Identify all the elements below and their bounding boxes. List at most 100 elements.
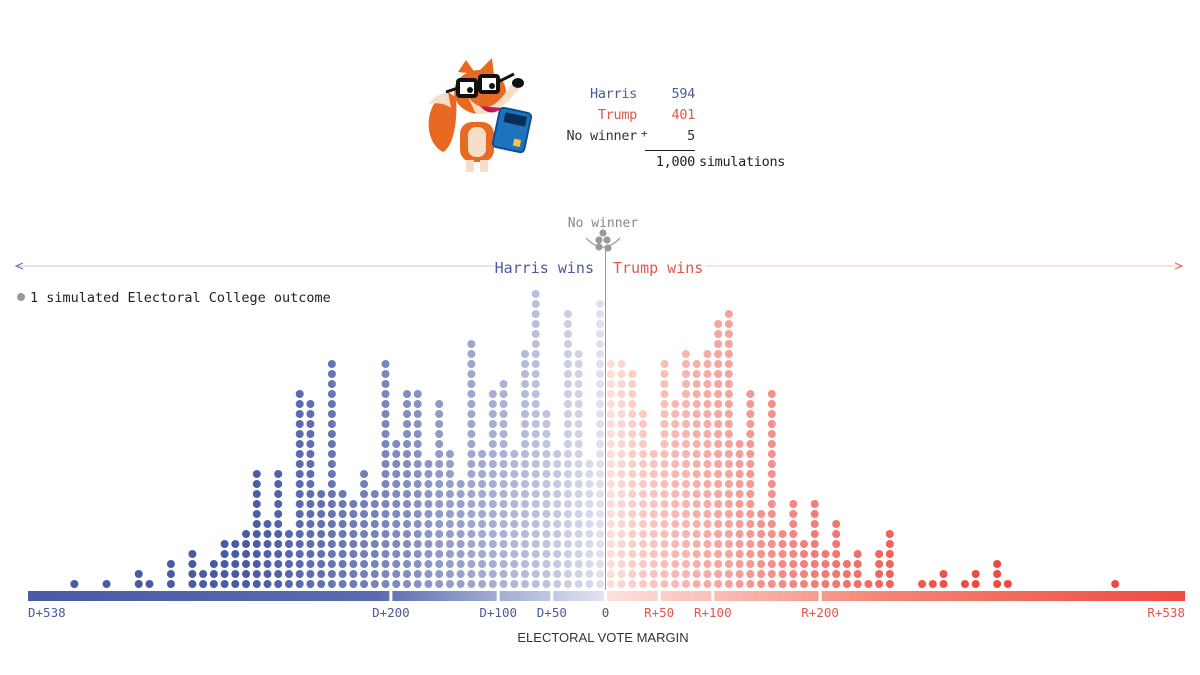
outcome-dot	[317, 530, 326, 538]
outcome-dot	[671, 460, 680, 468]
outcome-dot	[574, 440, 583, 448]
outcome-dot	[596, 510, 605, 518]
outcome-dot	[306, 560, 315, 568]
outcome-dot	[660, 430, 669, 438]
outcome-dot	[488, 570, 497, 578]
outcome-dot	[488, 470, 497, 478]
outcome-dot	[188, 550, 197, 558]
outcome-dot	[574, 570, 583, 578]
outcome-dot	[714, 340, 723, 348]
outcome-dot	[542, 410, 551, 418]
outcome-dot	[617, 410, 626, 418]
outcome-dot	[263, 520, 272, 528]
outcome-dot	[606, 490, 615, 498]
outcome-dot	[521, 450, 530, 458]
outcome-dot	[542, 570, 551, 578]
outcome-dot	[317, 550, 326, 558]
outcome-dot	[735, 520, 744, 528]
outcome-dot	[360, 520, 369, 528]
outcome-dot	[381, 520, 390, 528]
outcome-dot	[660, 560, 669, 568]
outcome-dot	[392, 560, 401, 568]
outcome-dot	[681, 540, 690, 548]
outcome-dot	[435, 560, 444, 568]
outcome-dot	[488, 540, 497, 548]
outcome-dot	[531, 330, 540, 338]
outcome-dot	[606, 360, 615, 368]
outcome-dot	[681, 570, 690, 578]
outcome-dot	[681, 440, 690, 448]
outcome-dot	[692, 470, 701, 478]
outcome-dot	[842, 580, 851, 588]
outcome-dot	[606, 410, 615, 418]
outcome-dot	[681, 400, 690, 408]
outcome-dot	[338, 540, 347, 548]
outcome-dot	[435, 460, 444, 468]
outcome-dot	[767, 530, 776, 538]
outcome-dot	[692, 390, 701, 398]
outcome-dot	[510, 480, 519, 488]
outcome-dot	[349, 500, 358, 508]
outcome-dot	[306, 570, 315, 578]
outcome-dot	[542, 530, 551, 538]
outcome-dot	[402, 550, 411, 558]
outcome-dot	[424, 460, 433, 468]
outcome-dot	[563, 570, 572, 578]
outcome-dot	[499, 450, 508, 458]
outcome-dot	[531, 490, 540, 498]
outcome-dot	[381, 360, 390, 368]
outcome-dot	[499, 410, 508, 418]
outcome-dot	[681, 510, 690, 518]
outcome-dot	[295, 550, 304, 558]
outcome-dot	[724, 430, 733, 438]
outcome-dot	[617, 370, 626, 378]
outcome-dot	[660, 380, 669, 388]
outcome-dot	[585, 550, 594, 558]
outcome-dot	[531, 460, 540, 468]
outcome-dot	[531, 390, 540, 398]
outcome-dot	[606, 380, 615, 388]
outcome-dot	[435, 500, 444, 508]
outcome-dot	[413, 430, 422, 438]
outcome-dot	[134, 570, 143, 578]
outcome-dot	[360, 500, 369, 508]
outcome-dot	[778, 580, 787, 588]
outcome-dot	[488, 430, 497, 438]
harris-count: 594	[671, 86, 696, 102]
outcome-dot	[853, 560, 862, 568]
outcome-dot	[574, 560, 583, 568]
outcome-dot	[789, 520, 798, 528]
outcome-dot	[681, 450, 690, 458]
outcome-dot	[832, 550, 841, 558]
outcome-dot	[392, 580, 401, 588]
outcome-dot	[456, 530, 465, 538]
outcome-dot	[563, 350, 572, 358]
outcome-dot	[220, 580, 229, 588]
outcome-dot	[628, 500, 637, 508]
outcome-dot	[413, 400, 422, 408]
outcome-dot	[467, 360, 476, 368]
outcome-dot	[810, 580, 819, 588]
outcome-dot	[596, 560, 605, 568]
outcome-dot	[488, 420, 497, 428]
outcome-dot	[467, 460, 476, 468]
outcome-dot	[381, 390, 390, 398]
outcome-dot	[789, 500, 798, 508]
outcome-dot	[703, 570, 712, 578]
outcome-dot	[317, 580, 326, 588]
outcome-dot	[714, 370, 723, 378]
outcome-dot	[746, 480, 755, 488]
outcome-dot	[263, 540, 272, 548]
outcome-dot	[692, 450, 701, 458]
outcome-dot	[209, 580, 218, 588]
outcome-dot	[284, 550, 293, 558]
outcome-dot	[681, 390, 690, 398]
outcome-dot	[413, 450, 422, 458]
outcome-dot	[767, 490, 776, 498]
outcome-dot	[252, 550, 261, 558]
outcome-dot	[767, 510, 776, 518]
outcome-dot	[295, 530, 304, 538]
outcome-dot	[488, 550, 497, 558]
outcome-dot	[274, 570, 283, 578]
outcome-dot	[381, 400, 390, 408]
